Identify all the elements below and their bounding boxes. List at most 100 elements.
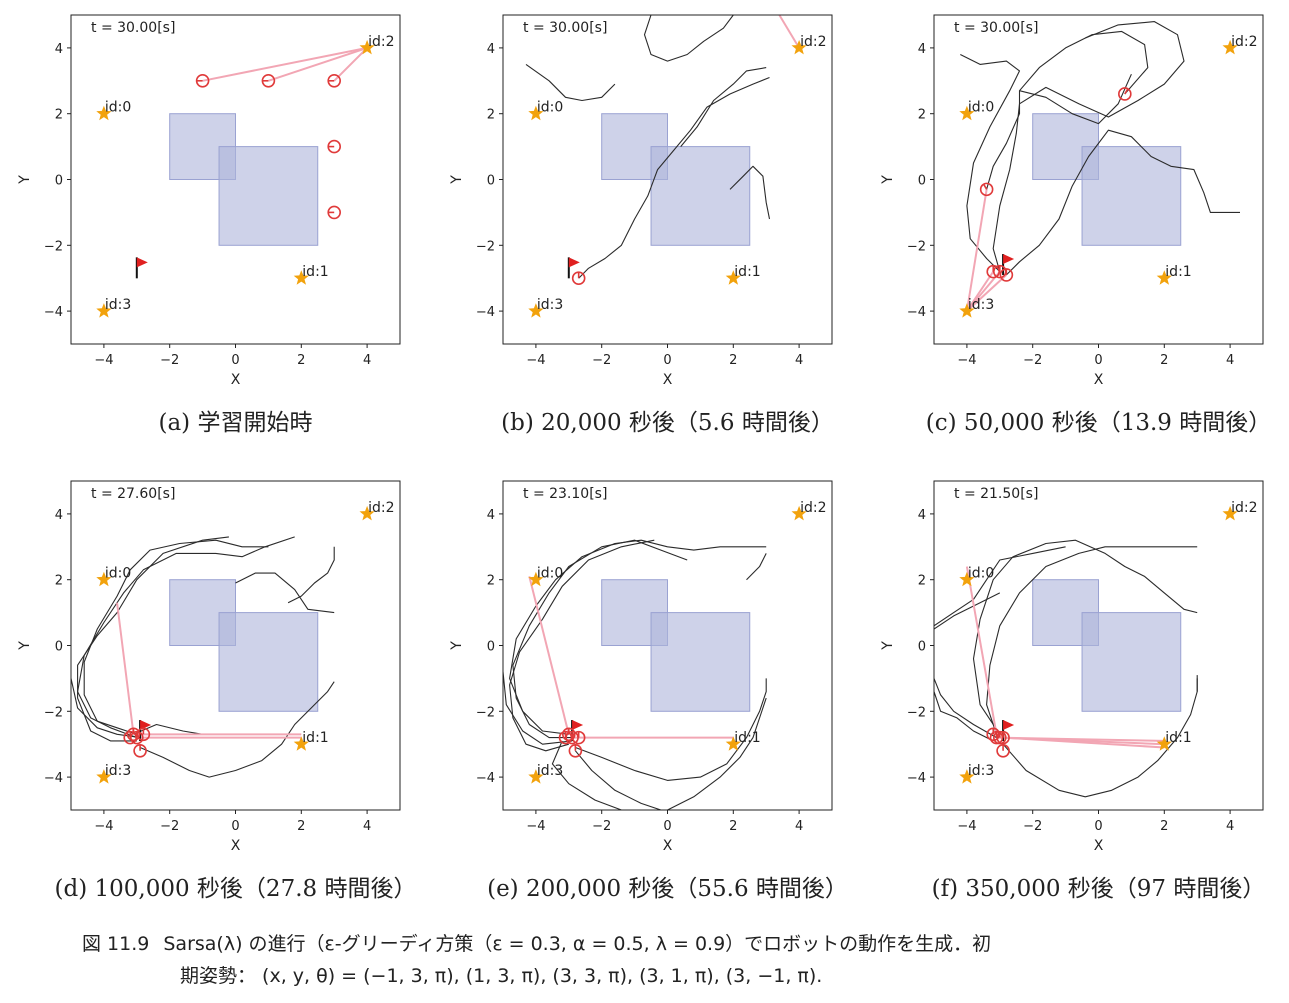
panel-c: id:0 id:1 id:2 id:3 t = 30.00[s] −4 −2 0 2 4 −4 −2 0…	[880, 14, 1271, 436]
time-label: t = 30.00[s]	[91, 20, 175, 36]
target-label: id:0	[105, 100, 131, 116]
plot-area: id:0 id:1 id:2 id:3	[503, 500, 827, 810]
trajectory	[934, 691, 994, 742]
plot-area: id:0 id:1 id:2 id:3	[96, 34, 395, 318]
target-link	[333, 47, 368, 82]
trajectory	[139, 681, 335, 778]
figure-number: 図 11.9	[82, 933, 150, 955]
subfigure-caption: (e) 200,000 秒後（55.6 時間後）	[487, 876, 848, 902]
trajectory	[746, 553, 767, 581]
target-star	[1222, 39, 1238, 55]
obstacle	[218, 146, 319, 246]
robot-marker	[979, 182, 994, 197]
trajectory	[512, 539, 688, 739]
target-label: id:1	[734, 264, 760, 280]
target-star	[791, 505, 807, 521]
target-label: id:2	[800, 500, 826, 516]
figure-caption: 図 11.9 Sarsa(λ) の進行（ε-グリーディ方策（ε = 0.3, α …	[82, 928, 1232, 992]
plot-area: id:0 id:1 id:2 id:3	[71, 500, 395, 784]
y-tick-label: 0	[918, 174, 926, 189]
target-star	[359, 39, 375, 55]
target-star	[96, 769, 112, 784]
robot-marker	[1118, 87, 1132, 101]
y-axis-label: Y	[17, 641, 33, 651]
obstacle	[218, 612, 319, 712]
target-star	[725, 270, 741, 285]
x-axis-label: X	[1094, 838, 1104, 854]
x-tick-label: 0	[1094, 353, 1102, 368]
target-label: id:0	[537, 100, 563, 116]
y-tick-label: 4	[918, 42, 926, 57]
x-tick-label: 2	[1160, 819, 1168, 834]
trajectory	[680, 67, 767, 147]
plot-area: id:0 id:1 id:2 id:3	[959, 21, 1258, 318]
target-label: id:2	[368, 500, 394, 516]
target-link	[778, 15, 800, 49]
x-tick-label: −4	[526, 353, 545, 368]
x-tick-label: −2	[160, 819, 179, 834]
y-axis-label: Y	[449, 641, 465, 651]
trajectory	[503, 671, 573, 745]
robot-heading	[1124, 88, 1129, 95]
x-tick-label: 0	[663, 819, 671, 834]
y-tick-label: 2	[918, 108, 926, 123]
x-tick-label: 0	[663, 353, 671, 368]
target-star	[959, 105, 975, 121]
y-tick-label: −4	[907, 771, 926, 786]
plot-area: id:0 id:1 id:2 id:3	[934, 500, 1258, 798]
target-label: id:2	[1231, 500, 1257, 516]
y-tick-label: 4	[55, 508, 63, 523]
time-label: t = 23.10[s]	[523, 486, 607, 502]
x-tick-label: 4	[795, 819, 803, 834]
panel-e: id:0 id:1 id:2 id:3 t = 23.10[s] −4 −2 0 2 4 −4 −2 0…	[449, 480, 848, 902]
y-tick-label: 2	[487, 108, 495, 123]
time-label: t = 21.50[s]	[954, 486, 1038, 502]
target-star	[528, 769, 544, 784]
trajectory	[551, 740, 622, 810]
trajectory	[986, 30, 1149, 190]
target-label: id:2	[1231, 34, 1257, 50]
x-tick-label: −2	[592, 353, 611, 368]
target-link	[528, 576, 570, 735]
trajectory	[575, 678, 767, 781]
y-tick-label: −2	[44, 705, 63, 720]
y-tick-label: 0	[55, 640, 63, 655]
x-axis-label: X	[663, 838, 673, 854]
panel-a: id:0 id:1 id:2 id:3 t = 30.00[s] −4 −2 0 2 4 −4 −2 0…	[17, 14, 401, 436]
panel-b: id:0 id:1 id:2 id:3 t = 30.00[s] −4 −2 0 2 4 −4 −2 0…	[449, 14, 834, 436]
subfigure-caption: (f) 350,000 秒後（97 時間後）	[932, 876, 1266, 902]
target-link	[268, 46, 368, 82]
x-tick-label: 4	[363, 353, 371, 368]
x-tick-label: −4	[957, 353, 976, 368]
y-tick-label: 2	[918, 574, 926, 589]
target-label: id:1	[302, 264, 328, 280]
target-star	[959, 769, 975, 784]
flag	[572, 720, 584, 731]
x-tick-label: 2	[1160, 353, 1168, 368]
y-tick-label: −4	[907, 305, 926, 320]
x-axis-label: X	[231, 838, 241, 854]
y-axis-label: Y	[880, 175, 896, 185]
target-label: id:3	[537, 763, 563, 779]
figure-caption-line2: 期姿勢： (x, y, θ) = (−1, 3, π), (1, 3, π), …	[180, 965, 823, 987]
target-star	[528, 303, 544, 318]
trajectory	[934, 592, 1001, 630]
target-label: id:3	[968, 297, 994, 313]
y-tick-label: −4	[476, 305, 495, 320]
flag	[140, 720, 152, 731]
target-link	[965, 566, 998, 735]
x-axis-label: X	[231, 372, 241, 388]
trajectory	[643, 15, 734, 62]
y-tick-label: −2	[44, 239, 63, 254]
target-link	[202, 46, 368, 82]
y-tick-label: 0	[918, 640, 926, 655]
trajectory	[986, 546, 1198, 735]
target-star	[1156, 270, 1172, 285]
flag	[136, 257, 148, 268]
target-label: id:0	[968, 100, 994, 116]
x-tick-label: 4	[363, 819, 371, 834]
x-tick-label: −2	[1023, 353, 1042, 368]
panel-f: id:0 id:1 id:2 id:3 t = 21.50[s] −4 −2 0 2 4 −4 −2 0…	[880, 480, 1266, 902]
x-tick-label: 0	[1094, 819, 1102, 834]
target-label: id:3	[105, 763, 131, 779]
